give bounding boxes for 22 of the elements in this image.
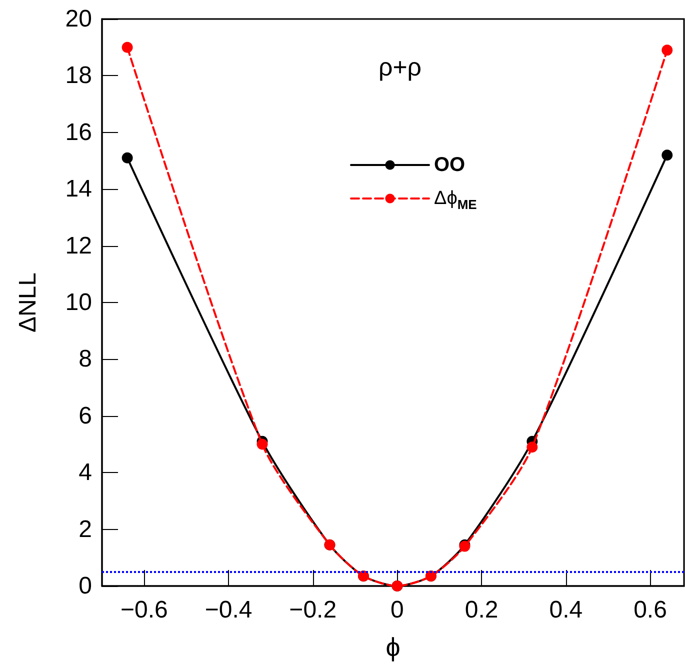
legend-label: OO <box>434 154 466 176</box>
y-axis-title: ΔNLL <box>14 272 42 333</box>
x-axis-title: ϕ <box>386 632 400 662</box>
y-tick-label: 0 <box>78 572 92 600</box>
y-tick-label: 20 <box>65 6 92 32</box>
y-tick-label: 16 <box>65 118 92 146</box>
x-tick-label: 0.6 <box>634 596 667 624</box>
y-tick-label: 12 <box>65 232 92 260</box>
x-tick-label: 0.2 <box>464 596 498 624</box>
text: ρ+ρ <box>378 54 422 82</box>
y-tick-label: 14 <box>65 176 92 203</box>
x-tick-label: −0.2 <box>289 596 337 624</box>
y-tick-label: 10 <box>65 289 92 316</box>
y-tick-label: 8 <box>78 346 92 373</box>
y-tick-label: 4 <box>78 459 92 486</box>
y-tick-label: 18 <box>65 62 92 90</box>
y-tick-label: 6 <box>78 402 92 430</box>
y-tick-label: 2 <box>78 516 92 543</box>
x-tick-label: 0.4 <box>549 596 583 624</box>
x-tick-label: −0.4 <box>204 596 252 624</box>
x-tick-label: −0.6 <box>120 596 168 624</box>
x-tick-label: 0 <box>390 596 404 624</box>
